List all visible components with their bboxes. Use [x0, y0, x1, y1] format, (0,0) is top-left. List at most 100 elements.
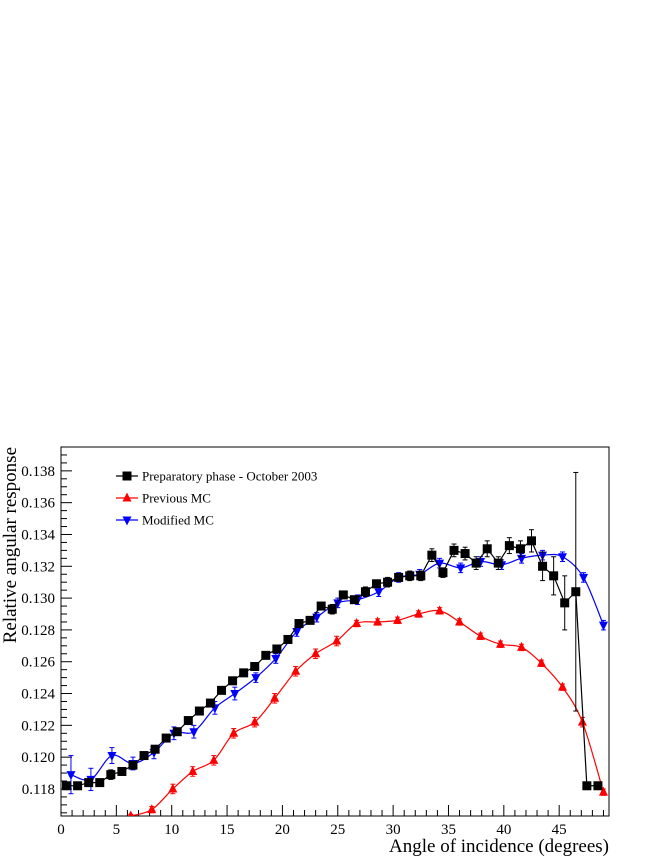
data-point: [435, 559, 445, 569]
data-point: [316, 601, 326, 611]
data-point: [291, 665, 301, 675]
data-point: [414, 608, 424, 618]
data-point: [427, 550, 437, 560]
data-point: [471, 558, 481, 568]
y-tick-label: 0.138: [21, 464, 55, 480]
data-point: [405, 571, 415, 581]
data-point: [571, 587, 581, 597]
legend: Preparatory phase - October 2003 Previous…: [116, 469, 317, 528]
data-point: [373, 616, 383, 626]
x-tick-label: 30: [386, 822, 401, 838]
plot-frame: [60, 446, 610, 817]
data-point: [272, 644, 282, 654]
data-point: [250, 661, 260, 671]
data-point: [183, 716, 193, 726]
y-tick-label: 0.118: [22, 782, 55, 798]
x-tick-label: 0: [57, 822, 65, 838]
data-point: [338, 590, 348, 600]
data-point: [435, 605, 445, 615]
data-point: [327, 604, 337, 614]
y-tick-label: 0.134: [21, 527, 55, 543]
x-tick-label: 25: [330, 822, 345, 838]
data-point: [139, 751, 149, 761]
data-point: [106, 770, 116, 780]
y-tick-label: 0.126: [21, 655, 55, 671]
y-tick-label: 0.122: [21, 718, 55, 734]
legend-marker: [122, 471, 132, 481]
data-point: [251, 674, 261, 684]
data-point: [333, 599, 343, 609]
data-point: [229, 727, 239, 737]
data-point: [393, 614, 403, 624]
x-tick-label: 5: [113, 822, 121, 838]
data-point: [598, 786, 608, 796]
data-point: [147, 804, 157, 814]
series-1: [127, 605, 608, 816]
data-point: [558, 553, 568, 563]
y-tick-label: 0.132: [21, 559, 55, 575]
data-point: [577, 716, 587, 726]
x-tick-label: 15: [220, 822, 235, 838]
y-axis: 0.118 0.120 0.122 0.124 0.126 0.128 0.130 0.132…: [21, 446, 72, 814]
data-point: [536, 657, 546, 667]
data-point: [504, 541, 514, 551]
data-point: [95, 778, 105, 788]
y-axis-title: Relative angular response: [0, 447, 21, 643]
data-point: [128, 760, 138, 770]
data-point: [62, 781, 72, 791]
data-point: [107, 752, 117, 762]
x-tick-label: 40: [496, 822, 511, 838]
data-point: [66, 771, 76, 781]
data-point: [239, 668, 249, 678]
data-point: [205, 698, 215, 708]
data-point: [73, 781, 83, 791]
data-point: [217, 685, 227, 695]
data-point: [209, 754, 219, 764]
data-point: [538, 561, 548, 571]
y-tick-label: 0.124: [21, 687, 55, 703]
data-point: [168, 783, 178, 793]
y-tick-label: 0.120: [21, 750, 55, 766]
data-point: [372, 579, 382, 589]
data-point: [460, 549, 470, 559]
y-tick-label: 0.130: [21, 591, 55, 607]
data-point: [558, 681, 568, 691]
data-point: [515, 544, 525, 554]
data-point: [84, 778, 94, 788]
series-layer: [62, 471, 608, 816]
data-point: [496, 638, 506, 648]
data-point: [456, 564, 466, 574]
legend-item: Modified MC: [116, 513, 214, 528]
x-tick-label: 20: [275, 822, 290, 838]
data-point: [383, 577, 393, 587]
data-point: [416, 571, 426, 581]
data-point: [482, 544, 492, 554]
data-point: [394, 572, 404, 582]
legend-label: Modified MC: [142, 513, 214, 528]
data-point: [582, 781, 592, 791]
data-point: [374, 588, 384, 598]
legend-label: Preparatory phase - October 2003: [142, 469, 317, 484]
data-point: [230, 690, 240, 700]
data-point: [449, 545, 459, 555]
data-point: [476, 630, 486, 640]
data-point: [127, 810, 134, 816]
x-tick-label: 10: [164, 822, 179, 838]
legend-label: Previous MC: [142, 491, 211, 506]
data-point: [270, 692, 280, 702]
data-point: [261, 650, 271, 660]
data-point: [117, 766, 127, 776]
data-point: [549, 571, 559, 581]
data-point: [271, 655, 281, 665]
legend-marker: [122, 492, 132, 502]
y-tick-label: 0.136: [21, 496, 55, 512]
data-point: [438, 568, 448, 578]
legend-item: Previous MC: [116, 491, 211, 506]
data-point: [150, 744, 160, 754]
data-point: [579, 573, 589, 583]
x-axis: 0 5 10 15 20 25 30 35 40 45: [57, 805, 604, 838]
data-point: [172, 727, 182, 737]
x-tick-label: 45: [552, 822, 567, 838]
data-point: [250, 716, 260, 726]
legend-marker: [122, 516, 132, 526]
